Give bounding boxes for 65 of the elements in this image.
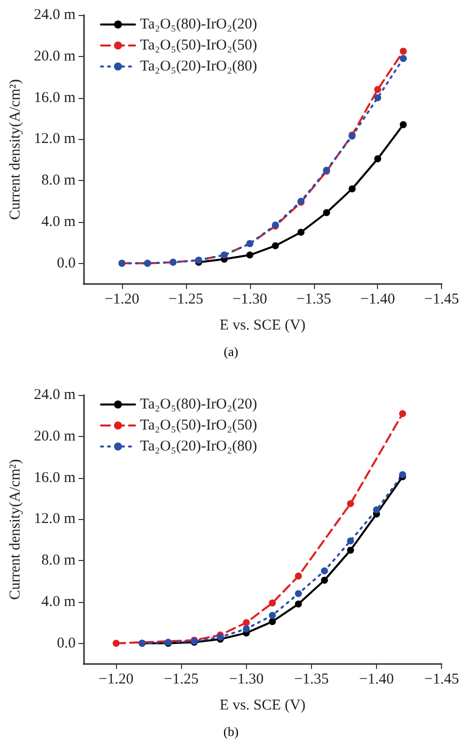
text: (b): [222, 724, 240, 740]
y-tick-label: 12.0 m: [34, 511, 76, 528]
point: [242, 619, 250, 626]
y-tick-label: 4.0 m: [41, 214, 76, 230]
x-tick-label: −1.45: [424, 672, 460, 688]
point: [399, 410, 406, 418]
point: [373, 506, 380, 514]
y-tick-label: 4.0 m: [41, 594, 76, 610]
legend-label: Ta₂O₅(50)-IrO₂(50): [140, 38, 258, 54]
point: [112, 640, 120, 647]
x-tick-label: −1.20: [104, 292, 140, 308]
y-tick-label: 24.0 m: [34, 7, 76, 23]
y-tick-label: 0.0: [56, 255, 76, 272]
point: [374, 155, 382, 162]
point: [323, 209, 330, 216]
point: [347, 546, 354, 554]
y-tick-label: 20.0 m: [34, 48, 76, 64]
point: [268, 599, 276, 606]
x-tick-label: −1.30: [228, 672, 264, 688]
point: [320, 567, 328, 574]
y-tick-label: 24.0 m: [34, 387, 76, 403]
legend-label: Ta₂O₅(50)-IrO₂(50): [140, 418, 258, 434]
point: [400, 48, 407, 55]
point: [242, 625, 250, 632]
x-tick-label: −1.35: [294, 672, 329, 688]
y-tick-label: 16.0 m: [34, 90, 76, 106]
point: [246, 252, 254, 259]
y-axis-title: Current density(A/cm²): [8, 79, 24, 220]
point: [348, 185, 356, 192]
point: [400, 54, 407, 62]
y-axis-title: Current density(A/cm²): [8, 459, 24, 600]
x-tick-label: −1.20: [98, 672, 134, 688]
x-axis-title: E vs. SCE (V): [220, 698, 306, 714]
y-tick-label: 12.0 m: [34, 131, 76, 148]
point: [347, 500, 354, 508]
point: [294, 590, 302, 598]
legend-label: Ta₂O₅(20)-IrO₂(80): [140, 58, 258, 74]
x-tick-label: −1.40: [360, 292, 396, 308]
point: [374, 86, 382, 93]
legend-label: Ta₂O₅(80)-IrO₂(20): [140, 16, 258, 32]
point: [272, 242, 279, 250]
point: [400, 121, 407, 128]
x-tick-label: −1.25: [168, 292, 204, 308]
point: [268, 612, 276, 619]
x-tick-label: −1.30: [232, 292, 268, 308]
y-tick-label: 20.0 m: [34, 428, 76, 444]
legend-label: Ta₂O₅(20)-IrO₂(80): [140, 438, 258, 454]
point: [320, 576, 328, 584]
text: (a): [222, 344, 240, 360]
x-tick-label: −1.40: [359, 672, 394, 688]
x-axis-title: E vs. SCE (V): [220, 318, 306, 334]
x-tick-label: −1.25: [164, 672, 199, 688]
y-tick-label: 8.0 m: [41, 552, 76, 569]
x-tick-label: −1.35: [296, 292, 332, 308]
legend-label: Ta₂O₅(80)-IrO₂(20): [140, 396, 258, 412]
y-tick-label: 8.0 m: [41, 172, 76, 189]
point: [268, 618, 276, 626]
point: [294, 600, 302, 608]
point: [347, 537, 354, 544]
point: [294, 572, 302, 580]
point: [374, 94, 382, 102]
point: [297, 228, 304, 236]
x-tick-label: −1.45: [424, 292, 460, 308]
y-tick-label: 16.0 m: [34, 470, 76, 486]
y-tick-label: 0.0: [56, 635, 76, 652]
